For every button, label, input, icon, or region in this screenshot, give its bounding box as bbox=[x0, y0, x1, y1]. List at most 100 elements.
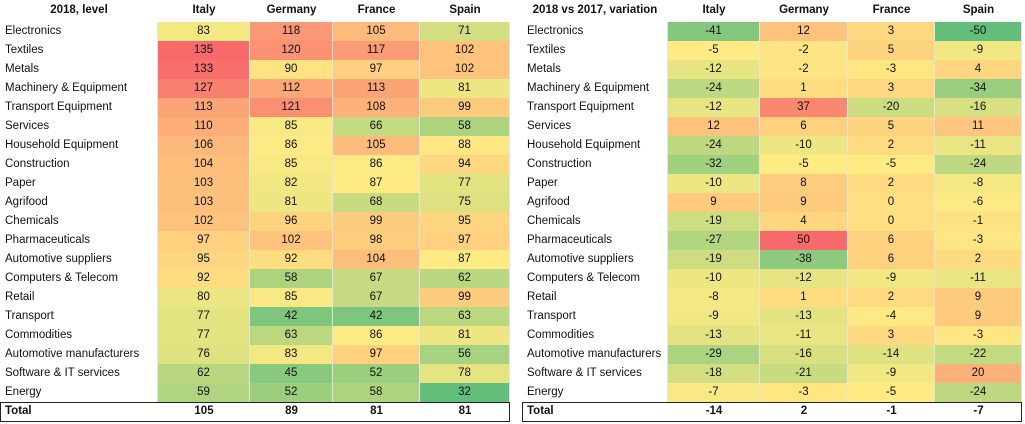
value-cell: 106 bbox=[158, 136, 250, 155]
value-cell: 4 bbox=[935, 60, 1022, 79]
value-cell: -50 bbox=[935, 22, 1022, 41]
value-cell: 75 bbox=[420, 193, 510, 212]
row-label: Transport bbox=[522, 307, 668, 326]
value-cell: 117 bbox=[333, 41, 420, 60]
value-cell: 85 bbox=[250, 155, 333, 174]
value-cell: 77 bbox=[158, 326, 250, 345]
value-cell: 6 bbox=[848, 231, 935, 250]
row-label: Computers & Telecom bbox=[0, 269, 158, 288]
value-cell: -14 bbox=[848, 345, 935, 364]
value-cell: -29 bbox=[668, 345, 760, 364]
row-label: Metals bbox=[522, 60, 668, 79]
value-cell: -10 bbox=[760, 136, 848, 155]
row-label: Agrifood bbox=[522, 193, 668, 212]
value-cell: -3 bbox=[935, 231, 1022, 250]
column-header: Italy bbox=[702, 4, 726, 16]
value-cell: -5 bbox=[668, 41, 760, 60]
value-cell: 58 bbox=[420, 117, 510, 136]
value-cell: 86 bbox=[333, 326, 420, 345]
total-cell: 81 bbox=[458, 405, 472, 417]
value-cell: 88 bbox=[420, 136, 510, 155]
value-cell: 32 bbox=[420, 383, 510, 402]
total-label: Total bbox=[527, 405, 554, 417]
value-cell: -16 bbox=[935, 98, 1022, 117]
row-label: Automotive manufacturers bbox=[0, 345, 158, 364]
value-cell: 102 bbox=[420, 41, 510, 60]
value-cell: 2 bbox=[935, 250, 1022, 269]
value-cell: 135 bbox=[158, 41, 250, 60]
row-label: Chemicals bbox=[0, 212, 158, 231]
value-cell: 76 bbox=[158, 345, 250, 364]
value-cell: 9 bbox=[935, 288, 1022, 307]
row-label: Software & IT services bbox=[522, 364, 668, 383]
value-cell: 11 bbox=[935, 117, 1022, 136]
value-cell: 97 bbox=[420, 231, 510, 250]
value-cell: -2 bbox=[760, 41, 848, 60]
row-label: Commodities bbox=[522, 326, 668, 345]
value-cell: 1 bbox=[760, 79, 848, 98]
column-header: France bbox=[357, 4, 396, 16]
value-cell: -3 bbox=[760, 383, 848, 402]
total-box bbox=[0, 402, 510, 422]
row-label: Textiles bbox=[0, 41, 158, 60]
column-header: Germany bbox=[266, 4, 317, 16]
row-label: Commodities bbox=[0, 326, 158, 345]
value-cell: 59 bbox=[158, 383, 250, 402]
value-cell: -11 bbox=[935, 269, 1022, 288]
value-cell: 99 bbox=[420, 288, 510, 307]
value-cell: 102 bbox=[420, 60, 510, 79]
value-cell: 87 bbox=[333, 174, 420, 193]
row-label: Agrifood bbox=[0, 193, 158, 212]
row-label: Software & IT services bbox=[0, 364, 158, 383]
value-cell: 96 bbox=[250, 212, 333, 231]
value-cell: 1 bbox=[760, 288, 848, 307]
value-cell: -9 bbox=[848, 269, 935, 288]
value-cell: -9 bbox=[668, 307, 760, 326]
value-cell: 20 bbox=[935, 364, 1022, 383]
row-label: Metals bbox=[0, 60, 158, 79]
value-cell: 95 bbox=[158, 250, 250, 269]
table-title: 2018 vs 2017, variation bbox=[532, 4, 658, 16]
row-label: Automotive manufacturers bbox=[522, 345, 668, 364]
value-cell: 4 bbox=[760, 212, 848, 231]
value-cell: -18 bbox=[668, 364, 760, 383]
value-cell: 9 bbox=[935, 307, 1022, 326]
value-cell: -8 bbox=[935, 174, 1022, 193]
value-cell: 9 bbox=[760, 193, 848, 212]
value-cell: 56 bbox=[420, 345, 510, 364]
value-cell: 103 bbox=[158, 174, 250, 193]
value-cell: -21 bbox=[760, 364, 848, 383]
value-cell: 85 bbox=[250, 117, 333, 136]
value-cell: 113 bbox=[333, 79, 420, 98]
value-cell: -13 bbox=[668, 326, 760, 345]
value-cell: 103 bbox=[158, 193, 250, 212]
value-cell: 77 bbox=[158, 307, 250, 326]
row-label: Energy bbox=[0, 383, 158, 402]
column-header: Germany bbox=[779, 4, 829, 16]
value-cell: -12 bbox=[760, 269, 848, 288]
value-cell: -12 bbox=[668, 60, 760, 79]
row-label: Transport bbox=[0, 307, 158, 326]
value-cell: 86 bbox=[333, 155, 420, 174]
value-cell: 68 bbox=[333, 193, 420, 212]
value-cell: 102 bbox=[250, 231, 333, 250]
value-cell: -2 bbox=[760, 60, 848, 79]
row-label: Automotive suppliers bbox=[0, 250, 158, 269]
row-label: Construction bbox=[522, 155, 668, 174]
value-cell: 97 bbox=[333, 60, 420, 79]
value-cell: 112 bbox=[250, 79, 333, 98]
value-cell: 3 bbox=[848, 326, 935, 345]
value-cell: 78 bbox=[420, 364, 510, 383]
column-header: Spain bbox=[962, 4, 995, 16]
value-cell: -6 bbox=[935, 193, 1022, 212]
value-cell: 3 bbox=[848, 22, 935, 41]
row-label: Services bbox=[0, 117, 158, 136]
value-cell: 81 bbox=[420, 326, 510, 345]
value-cell: 97 bbox=[333, 345, 420, 364]
total-cell: 105 bbox=[194, 405, 214, 417]
value-cell: -38 bbox=[760, 250, 848, 269]
value-cell: 121 bbox=[250, 98, 333, 117]
total-box bbox=[522, 402, 1022, 422]
value-cell: 71 bbox=[420, 22, 510, 41]
value-cell: 108 bbox=[333, 98, 420, 117]
